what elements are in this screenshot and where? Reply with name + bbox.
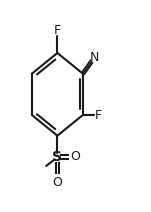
Text: O: O	[70, 150, 80, 163]
Text: F: F	[95, 109, 102, 121]
Text: F: F	[54, 24, 61, 37]
Text: S: S	[52, 150, 62, 164]
Text: O: O	[52, 176, 62, 189]
Text: N: N	[90, 51, 99, 64]
